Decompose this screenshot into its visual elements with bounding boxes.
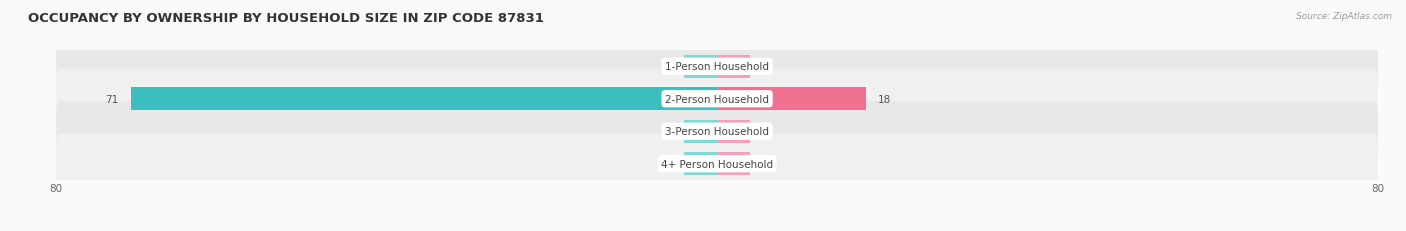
Bar xyxy=(717,55,751,79)
FancyBboxPatch shape xyxy=(56,69,1378,129)
FancyBboxPatch shape xyxy=(56,102,1378,162)
Text: 0: 0 xyxy=(756,159,763,169)
Text: 0: 0 xyxy=(671,159,678,169)
Text: 1-Person Household: 1-Person Household xyxy=(665,62,769,72)
Legend: Owner-occupied, Renter-occupied: Owner-occupied, Renter-occupied xyxy=(612,228,823,231)
Text: Source: ZipAtlas.com: Source: ZipAtlas.com xyxy=(1296,12,1392,21)
Text: OCCUPANCY BY OWNERSHIP BY HOUSEHOLD SIZE IN ZIP CODE 87831: OCCUPANCY BY OWNERSHIP BY HOUSEHOLD SIZE… xyxy=(28,12,544,24)
Bar xyxy=(685,152,717,176)
Bar xyxy=(717,88,866,111)
Text: 0: 0 xyxy=(756,127,763,137)
Text: 0: 0 xyxy=(671,62,678,72)
Text: 71: 71 xyxy=(105,94,118,104)
FancyBboxPatch shape xyxy=(56,134,1378,194)
Text: 18: 18 xyxy=(879,94,891,104)
Bar xyxy=(685,55,717,79)
Text: 0: 0 xyxy=(756,62,763,72)
Text: 2-Person Household: 2-Person Household xyxy=(665,94,769,104)
Bar xyxy=(717,152,751,176)
Text: 0: 0 xyxy=(671,127,678,137)
Text: 3-Person Household: 3-Person Household xyxy=(665,127,769,137)
Text: 4+ Person Household: 4+ Person Household xyxy=(661,159,773,169)
Bar xyxy=(717,120,751,143)
Bar xyxy=(685,120,717,143)
FancyBboxPatch shape xyxy=(56,37,1378,97)
Bar xyxy=(131,88,717,111)
